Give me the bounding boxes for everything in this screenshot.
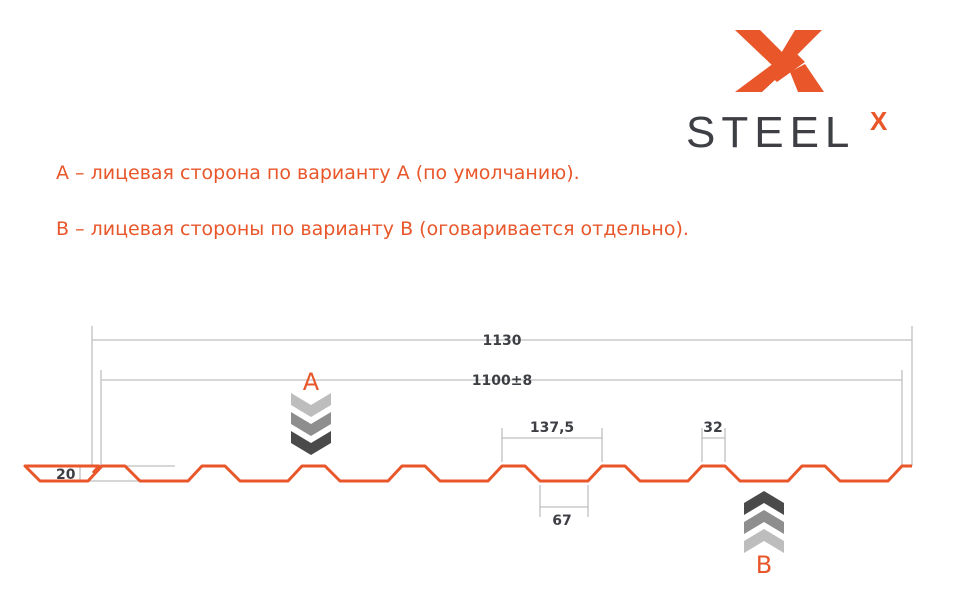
dimension-lines bbox=[79, 326, 913, 517]
dim-total-width: 1130 bbox=[483, 333, 522, 349]
label-b: B bbox=[756, 551, 772, 579]
label-a: A bbox=[303, 368, 320, 396]
dim-bottom-flat: 67 bbox=[552, 513, 571, 529]
logo-superscript: X bbox=[870, 106, 888, 136]
note-variant-a: А – лицевая сторона по варианту А (по ум… bbox=[56, 162, 580, 184]
chevrons-down-icon bbox=[291, 393, 331, 455]
note-variant-b: В – лицевая стороны по варианту В (огова… bbox=[56, 218, 689, 240]
logo-x-mark-icon bbox=[735, 30, 824, 92]
dim-height: 20 bbox=[56, 467, 76, 483]
logo-text: STEEL bbox=[686, 108, 855, 157]
chevrons-up-icon bbox=[744, 491, 784, 553]
sheet-profile bbox=[23, 464, 912, 483]
dim-top-flat: 32 bbox=[703, 420, 722, 436]
dim-working-width: 1100±8 bbox=[472, 373, 532, 389]
dim-pitch: 137,5 bbox=[530, 420, 574, 436]
